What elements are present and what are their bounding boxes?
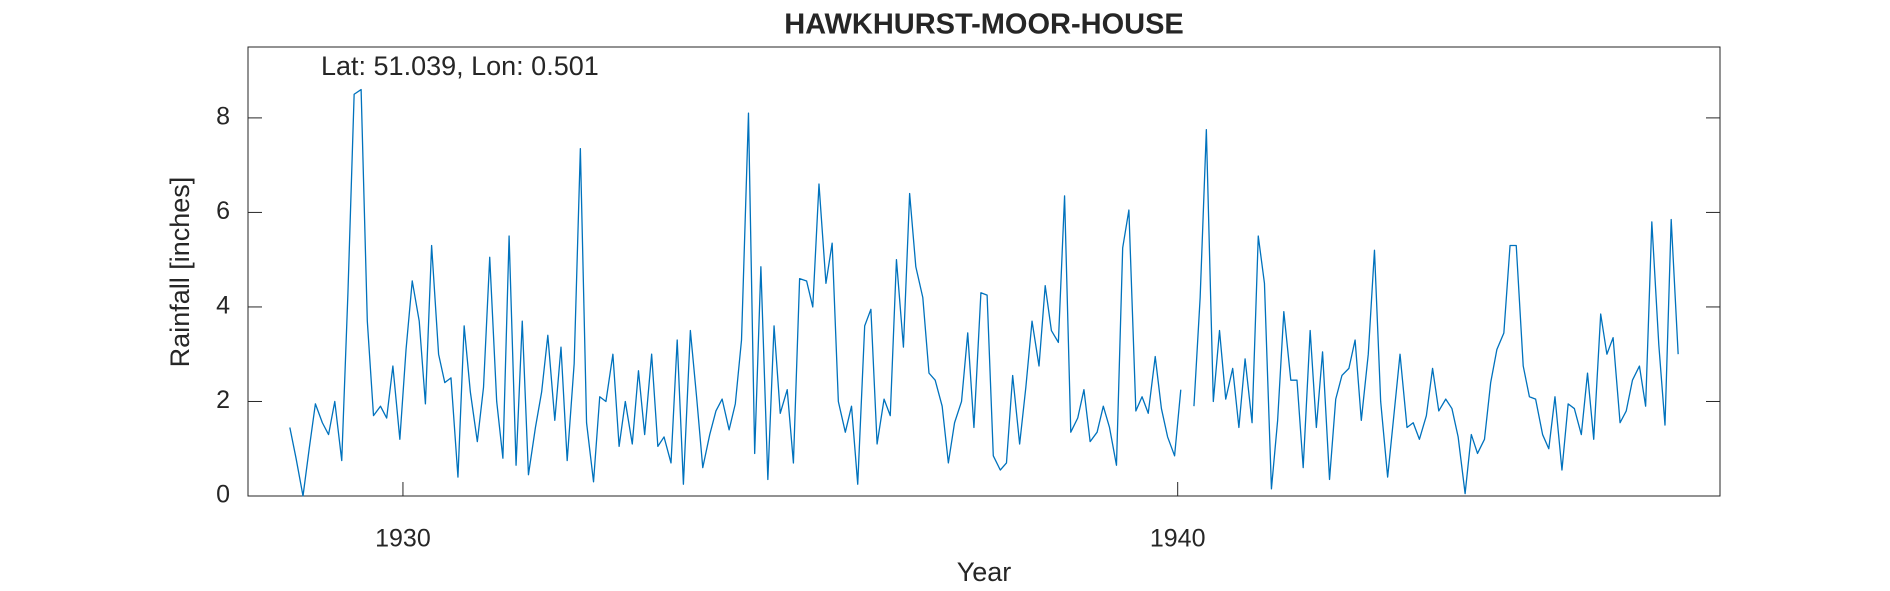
chart-title: HAWKHURST-MOOR-HOUSE bbox=[784, 9, 1184, 41]
y-tick-label: 6 bbox=[216, 197, 230, 225]
x-tick-label: 1940 bbox=[1150, 525, 1206, 553]
x-tick-label: 1930 bbox=[375, 525, 431, 553]
y-tick-label: 0 bbox=[216, 481, 230, 509]
y-tick-label: 8 bbox=[216, 103, 230, 131]
y-tick-label: 2 bbox=[216, 386, 230, 414]
rainfall-line bbox=[289, 88, 1679, 497]
y-tick-label: 4 bbox=[216, 292, 230, 320]
annotation: Lat: 51.039, Lon: 0.501 bbox=[321, 51, 599, 81]
x-axis-label: Year bbox=[957, 557, 1012, 587]
axes-box bbox=[247, 46, 1721, 497]
y-axis-label: Rainfall [inches] bbox=[165, 177, 195, 368]
